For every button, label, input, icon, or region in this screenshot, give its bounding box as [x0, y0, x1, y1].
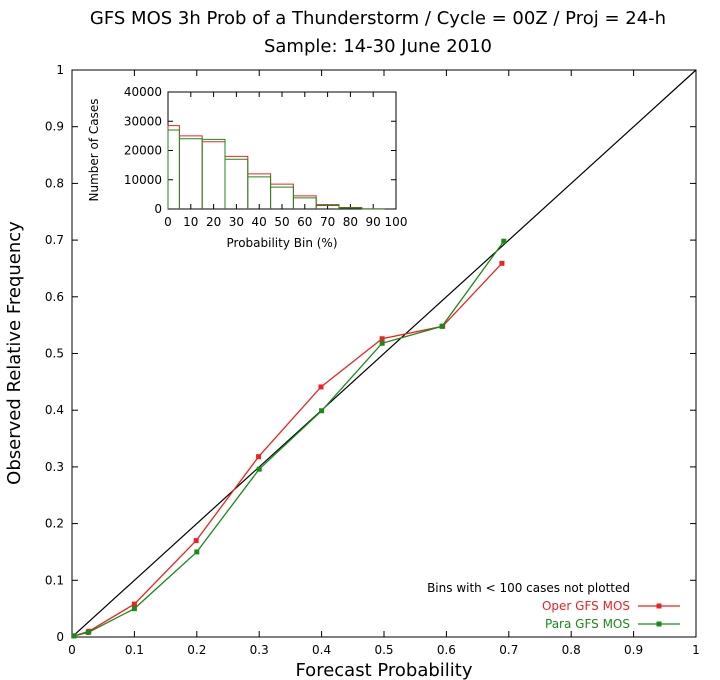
y-tick-label: 0.1 [45, 573, 64, 587]
x-tick-label: 0.2 [187, 643, 206, 657]
x-tick-label: 0.3 [250, 643, 269, 657]
x-tick-label: 0.9 [624, 643, 643, 657]
data-point [379, 336, 385, 342]
data-point [379, 340, 385, 346]
x-tick-label: 0.8 [562, 643, 581, 657]
plot-note: Bins with < 100 cases not plotted [427, 581, 630, 595]
inset-x-tick-label: 20 [206, 215, 221, 229]
data-point [85, 629, 91, 635]
inset-x-tick-label: 0 [164, 215, 172, 229]
y-tick-label: 0.3 [45, 460, 64, 474]
data-point [501, 238, 507, 244]
y-tick-label: 0.7 [45, 233, 64, 247]
data-point [131, 601, 137, 607]
legend-marker [656, 621, 662, 627]
x-tick-label: 1 [692, 643, 700, 657]
y-tick-label: 0 [56, 630, 64, 644]
x-axis-label: Forecast Probability [295, 660, 472, 680]
x-tick-label: 0.6 [437, 643, 456, 657]
main-series [71, 238, 507, 639]
legend-label: Para GFS MOS [545, 617, 630, 631]
data-point [194, 549, 200, 555]
y-tick-label: 0.9 [45, 120, 64, 134]
perfect-reliability-line [71, 69, 697, 638]
data-point [439, 323, 445, 329]
data-point [256, 454, 262, 460]
x-tick-label: 0.1 [125, 643, 144, 657]
inset-y-tick-label: 10000 [124, 173, 162, 187]
inset-y-tick-label: 30000 [124, 114, 162, 128]
inset-x-tick-label: 40 [252, 215, 267, 229]
y-tick-label: 0.4 [45, 403, 64, 417]
inset-ticks: 0 10 20 30 40 50 60 70 80 90 100 0 10000 20000 30000 40… [124, 85, 408, 229]
data-point [318, 384, 324, 390]
inset-plot-frame [167, 91, 397, 210]
inset-y-tick-label: 20000 [124, 144, 162, 158]
chart-title: GFS MOS 3h Prob of a Thunderstorm / Cycl… [90, 8, 666, 29]
inset-x-tick-label: 50 [274, 215, 289, 229]
inset-x-tick-label: 70 [320, 215, 335, 229]
x-tick-label: 0 [68, 643, 76, 657]
data-point [193, 538, 199, 544]
y-tick-label: 0.8 [45, 176, 64, 190]
data-point [319, 408, 325, 414]
chart-subtitle: Sample: 14-30 June 2010 [264, 36, 492, 57]
series-line-oper [73, 262, 503, 637]
inset-x-axis-label: Probability Bin (%) [227, 236, 338, 250]
inset-x-tick-label: 80 [343, 215, 358, 229]
inset-histogram-para [167, 129, 386, 210]
legend-marker [656, 603, 662, 609]
y-tick-label: 0.6 [45, 290, 64, 304]
inset-x-tick-label: 10 [183, 215, 198, 229]
main-ticks: 0 0.1 0.2 0.3 0.4 0.5 0.6 0.7 0.8 0.9 100.10.20.30… [45, 63, 700, 657]
y-tick-label: 1 [56, 63, 64, 77]
x-tick-label: 0.5 [374, 643, 393, 657]
inset-y-tick-label: 0 [154, 202, 162, 216]
y-tick-label: 0.2 [45, 517, 64, 531]
inset-bars [167, 125, 386, 210]
data-point [71, 633, 77, 639]
legend-label: Oper GFS MOS [542, 599, 630, 613]
inset-x-tick-label: 100 [385, 215, 408, 229]
y-axis-label: Observed Relative Frequency [4, 221, 25, 485]
x-tick-label: 0.7 [499, 643, 518, 657]
legend: Oper GFS MOS Para GFS MOS [542, 599, 680, 631]
inset-x-tick-label: 60 [297, 215, 312, 229]
data-point [131, 606, 137, 612]
inset-x-tick-label: 90 [366, 215, 381, 229]
inset-x-tick-label: 30 [229, 215, 244, 229]
data-point [256, 466, 262, 472]
inset-y-tick-label: 40000 [124, 85, 162, 99]
data-point [499, 260, 505, 266]
inset-y-axis-label: Number of Cases [87, 98, 101, 201]
x-tick-label: 0.4 [312, 643, 331, 657]
y-tick-label: 0.5 [45, 347, 64, 361]
